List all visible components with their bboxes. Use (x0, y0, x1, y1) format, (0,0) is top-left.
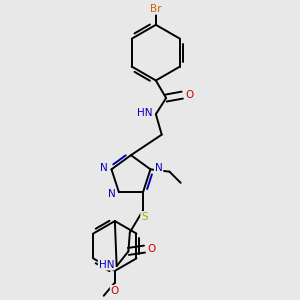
Text: HN: HN (99, 260, 114, 270)
Text: N: N (100, 163, 108, 173)
Text: HN: HN (137, 108, 152, 118)
Text: O: O (185, 90, 194, 100)
Text: Br: Br (150, 4, 162, 14)
Text: S: S (141, 212, 148, 222)
Text: O: O (111, 286, 119, 296)
Text: N: N (155, 163, 163, 173)
Text: O: O (148, 244, 156, 254)
Text: N: N (108, 189, 116, 199)
